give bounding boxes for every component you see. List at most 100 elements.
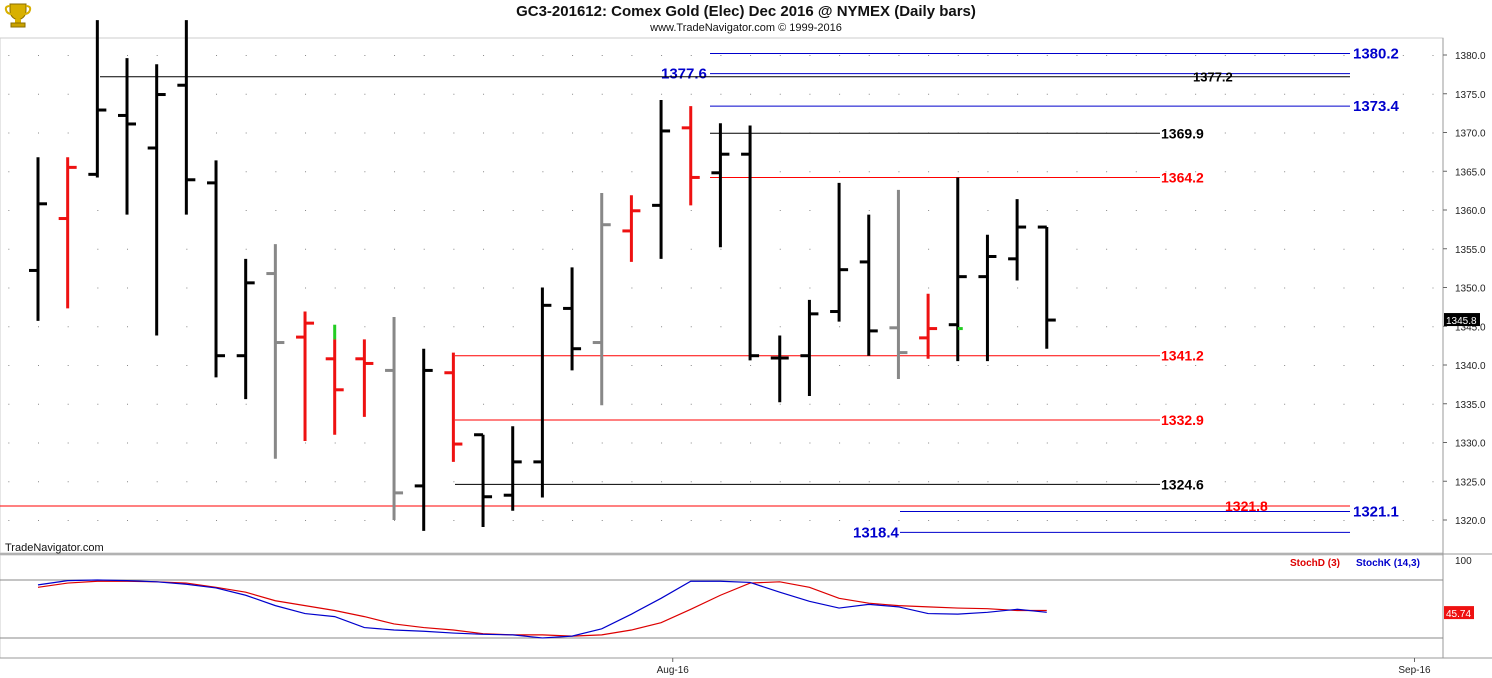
- grid-dot: [275, 55, 277, 56]
- grid-dot: [97, 403, 99, 405]
- grid-dot: [512, 210, 514, 211]
- grid-dot: [542, 248, 544, 250]
- ohlc-bar: [385, 316, 404, 520]
- grid-dot: [898, 93, 900, 95]
- grid-dot: [8, 481, 10, 483]
- ohlc-bar: [533, 287, 552, 498]
- grid-dot: [364, 93, 366, 95]
- stoch-legend-d: StochD (3): [1290, 558, 1340, 569]
- grid-dot: [38, 520, 39, 521]
- grid-dot: [1254, 210, 1256, 211]
- grid-dot: [572, 442, 574, 444]
- grid-dot: [542, 132, 544, 134]
- grid-dot: [542, 93, 544, 95]
- grid-dot: [1432, 442, 1434, 444]
- grid-dot: [483, 326, 485, 328]
- grid-dot: [928, 248, 930, 250]
- grid-dot: [661, 326, 663, 328]
- grid-dot: [928, 365, 930, 366]
- grid-dot: [1076, 403, 1078, 405]
- grid-dot: [186, 442, 188, 444]
- grid-dot: [690, 55, 692, 56]
- grid-dot: [1432, 248, 1434, 250]
- grid-dot: [957, 365, 959, 366]
- grid-dot: [839, 171, 841, 173]
- grid-dot: [1165, 171, 1167, 173]
- grid-dot: [1017, 93, 1019, 95]
- grid-dot: [1313, 520, 1315, 521]
- grid-dot: [690, 210, 692, 211]
- grid-dot: [631, 403, 633, 405]
- grid-dot: [750, 403, 752, 405]
- grid-dot: [334, 93, 336, 95]
- grid-dot: [38, 365, 39, 366]
- grid-dot: [1343, 210, 1345, 211]
- grid-dot: [423, 93, 425, 95]
- grid-dot: [631, 365, 633, 366]
- y-tick-label: 1370.0: [1455, 129, 1486, 140]
- level-label: 1321.8: [1225, 498, 1268, 514]
- grid-dot: [305, 442, 307, 444]
- grid-dot: [1284, 55, 1286, 56]
- level-label: 1380.2: [1353, 45, 1399, 62]
- grid-dot: [156, 403, 158, 405]
- grid-dot: [186, 403, 188, 405]
- grid-dot: [957, 55, 959, 56]
- grid-dot: [1254, 93, 1256, 95]
- grid-dot: [720, 93, 722, 95]
- grid-dot: [512, 55, 514, 56]
- grid-dot: [1432, 326, 1434, 328]
- grid-dot: [1313, 210, 1315, 211]
- grid-dot: [483, 171, 485, 173]
- grid-dot: [1373, 287, 1375, 289]
- ohlc-bar: [652, 99, 671, 259]
- x-tick-label: Aug-16: [657, 665, 690, 676]
- grid-dot: [1402, 248, 1404, 250]
- grid-row: [8, 442, 1434, 444]
- grid-dot: [957, 442, 959, 444]
- grid-dot: [1135, 326, 1137, 328]
- grid-dot: [839, 442, 841, 444]
- grid-dot: [1165, 287, 1167, 289]
- ohlc-bar: [711, 123, 730, 248]
- grid-dot: [1402, 520, 1404, 521]
- grid-dot: [1224, 326, 1226, 328]
- ohlc-bar: [474, 433, 493, 527]
- ohlc-bar: [355, 339, 374, 417]
- ohlc-bar: [800, 299, 819, 396]
- ohlc-bar: [592, 192, 611, 406]
- grid-dot: [245, 248, 247, 250]
- grid-dot: [868, 210, 870, 211]
- grid-dot: [1046, 210, 1048, 211]
- grid-dot: [8, 171, 10, 173]
- stoch-legend-k: StochK (14,3): [1356, 558, 1420, 569]
- grid-dot: [453, 93, 455, 95]
- grid-dot: [631, 287, 633, 289]
- grid-dot: [1165, 520, 1167, 521]
- grid-dot: [1402, 403, 1404, 405]
- level-label: 1377.6: [661, 66, 707, 83]
- ohlc-bar: [236, 258, 255, 400]
- grid-dot: [1224, 442, 1226, 444]
- grid-dot: [1254, 481, 1256, 483]
- ohlc-bar: [296, 311, 315, 441]
- grid-dot: [334, 210, 336, 211]
- grid-dot: [453, 55, 455, 56]
- grid-dot: [1017, 481, 1019, 483]
- grid-dot: [809, 93, 811, 95]
- grid-dot: [1195, 248, 1197, 250]
- grid-dot: [1135, 442, 1137, 444]
- grid-dot: [186, 365, 188, 366]
- grid-dot: [1135, 171, 1137, 173]
- grid-dot: [216, 93, 218, 95]
- y-tick-label: 1355.0: [1455, 245, 1486, 256]
- grid-dot: [809, 481, 811, 483]
- grid-dot: [601, 520, 603, 521]
- grid-dot: [1373, 132, 1375, 134]
- grid-dot: [868, 403, 870, 405]
- grid-dot: [779, 171, 781, 173]
- grid-dot: [809, 248, 811, 250]
- grid-dot: [601, 171, 603, 173]
- y-tick-label: 1330.0: [1455, 439, 1486, 450]
